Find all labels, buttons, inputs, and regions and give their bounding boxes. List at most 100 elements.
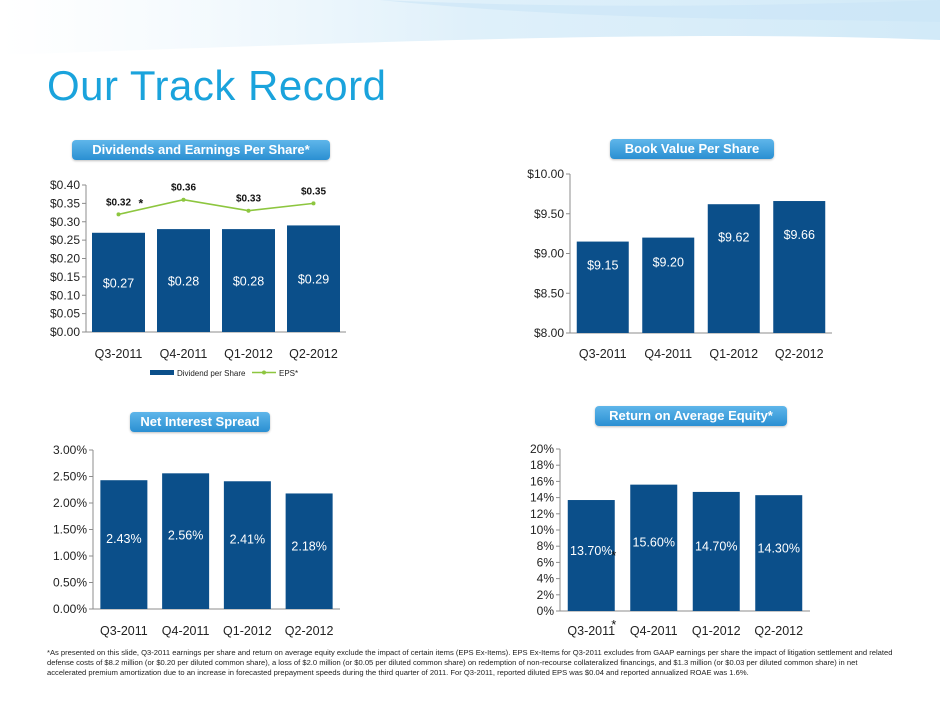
bar-data-label: 2.43%: [106, 532, 141, 546]
y-tick-label: $10.00: [527, 167, 564, 181]
footnote: *As presented on this slide, Q3-2011 ear…: [47, 648, 893, 677]
eps-data-label: $0.33: [236, 194, 261, 205]
y-tick-label: $0.25: [50, 233, 80, 247]
y-tick-label: 12%: [530, 507, 554, 521]
bar-data-label: $9.15: [587, 258, 618, 272]
y-tick-label: $0.20: [50, 252, 80, 266]
roae-asterisk-category: *: [611, 617, 616, 632]
y-tick-label: 10%: [530, 523, 554, 537]
bar: [755, 495, 803, 611]
x-tick-label: Q1-2012: [224, 347, 273, 361]
eps-line: [118, 198, 314, 216]
bar: [642, 237, 695, 333]
chart-title-roae: Return on Average Equity*: [595, 406, 787, 426]
bar-data-label: $9.66: [784, 228, 815, 242]
eps-point: [246, 208, 251, 213]
legend-label-dividend: Dividend per Share: [177, 369, 246, 378]
bar-data-label: $9.62: [718, 230, 749, 244]
y-tick-label: $9.00: [534, 247, 564, 261]
y-tick-label: $0.30: [50, 215, 80, 229]
x-tick-label: Q1-2012: [709, 347, 758, 361]
x-tick-label: Q3-2011: [579, 347, 627, 361]
y-tick-label: 18%: [530, 458, 554, 472]
bar: [692, 491, 740, 611]
bar: [567, 500, 615, 611]
eps-asterisk: *: [139, 196, 144, 210]
y-tick-label: $0.10: [50, 288, 80, 302]
y-tick-label: 1.00%: [53, 549, 87, 563]
y-tick-label: 2.50%: [53, 470, 87, 484]
y-tick-label: 0.50%: [53, 576, 87, 590]
bar: [630, 484, 678, 611]
x-tick-label: Q4-2011: [162, 624, 210, 638]
eps-data-label: $0.32: [106, 197, 131, 208]
bar-data-label: 2.56%: [168, 528, 203, 542]
bar: [707, 204, 760, 333]
y-tick-label: 4%: [537, 572, 555, 586]
y-tick-label: 20%: [530, 442, 554, 456]
eps-data-label: $0.35: [301, 186, 326, 197]
bar-data-label: $0.28: [168, 275, 199, 289]
x-tick-label: Q2-2012: [285, 624, 334, 638]
x-tick-label: Q2-2012: [289, 347, 338, 361]
y-tick-label: $0.15: [50, 270, 80, 284]
y-tick-label: 16%: [530, 474, 554, 488]
x-tick-label: Q2-2012: [775, 347, 824, 361]
y-tick-label: $0.00: [50, 325, 80, 339]
bar-data-label: 2.18%: [291, 539, 326, 553]
bar-data-label: 13.70%: [570, 544, 612, 558]
bar: [576, 241, 629, 333]
y-tick-label: 2.00%: [53, 496, 87, 510]
bar-data-label: $9.20: [653, 255, 684, 269]
x-tick-label: Q2-2012: [754, 624, 803, 638]
y-tick-label: 1.50%: [53, 523, 87, 537]
bar: [157, 229, 210, 332]
bar: [222, 229, 275, 332]
page-title: Our Track Record: [47, 62, 387, 109]
chart-title-net-interest-spread: Net Interest Spread: [130, 412, 270, 432]
x-tick-label: Q4-2011: [644, 347, 692, 361]
y-tick-label: $8.50: [534, 286, 564, 300]
eps-point: [116, 212, 121, 217]
y-tick-label: 2%: [537, 588, 555, 602]
x-tick-label: Q4-2011: [160, 347, 208, 361]
x-tick-label: Q1-2012: [692, 624, 741, 638]
bar-data-label: 14.30%: [758, 541, 800, 555]
legend-label-eps: EPS*: [279, 369, 298, 378]
y-tick-label: 8%: [537, 539, 555, 553]
chart-title-dividends-eps: Dividends and Earnings Per Share*: [72, 140, 330, 160]
bar-data-label: $0.28: [233, 275, 264, 289]
y-tick-label: 0%: [537, 604, 555, 618]
y-tick-label: $0.05: [50, 307, 80, 321]
y-tick-label: 0.00%: [53, 602, 87, 616]
y-tick-label: 14%: [530, 491, 554, 505]
bar: [223, 481, 271, 609]
bar-data-label: $0.29: [298, 273, 329, 287]
x-tick-label: Q1-2012: [223, 624, 272, 638]
y-tick-label: $0.40: [50, 178, 80, 192]
bar: [287, 225, 340, 332]
bar: [285, 493, 333, 609]
chart-title-book-value: Book Value Per Share: [610, 139, 774, 159]
x-tick-label: Q3-2011: [100, 624, 148, 638]
bar-data-label: $0.27: [103, 276, 134, 290]
y-tick-label: 6%: [537, 555, 555, 569]
bar: [100, 480, 148, 609]
bar: [773, 201, 826, 333]
y-tick-label: $0.35: [50, 196, 80, 210]
x-tick-label: Q3-2011: [95, 347, 143, 361]
bar-data-label: 2.41%: [230, 533, 265, 547]
bar: [162, 473, 210, 609]
y-tick-label: 3.00%: [53, 443, 87, 457]
y-tick-label: $8.00: [534, 326, 564, 340]
roae-asterisk-label: *: [611, 548, 616, 563]
eps-point: [311, 201, 316, 206]
eps-point: [181, 197, 186, 202]
x-tick-label: Q3-2011: [567, 624, 615, 638]
y-tick-label: $9.50: [534, 207, 564, 221]
